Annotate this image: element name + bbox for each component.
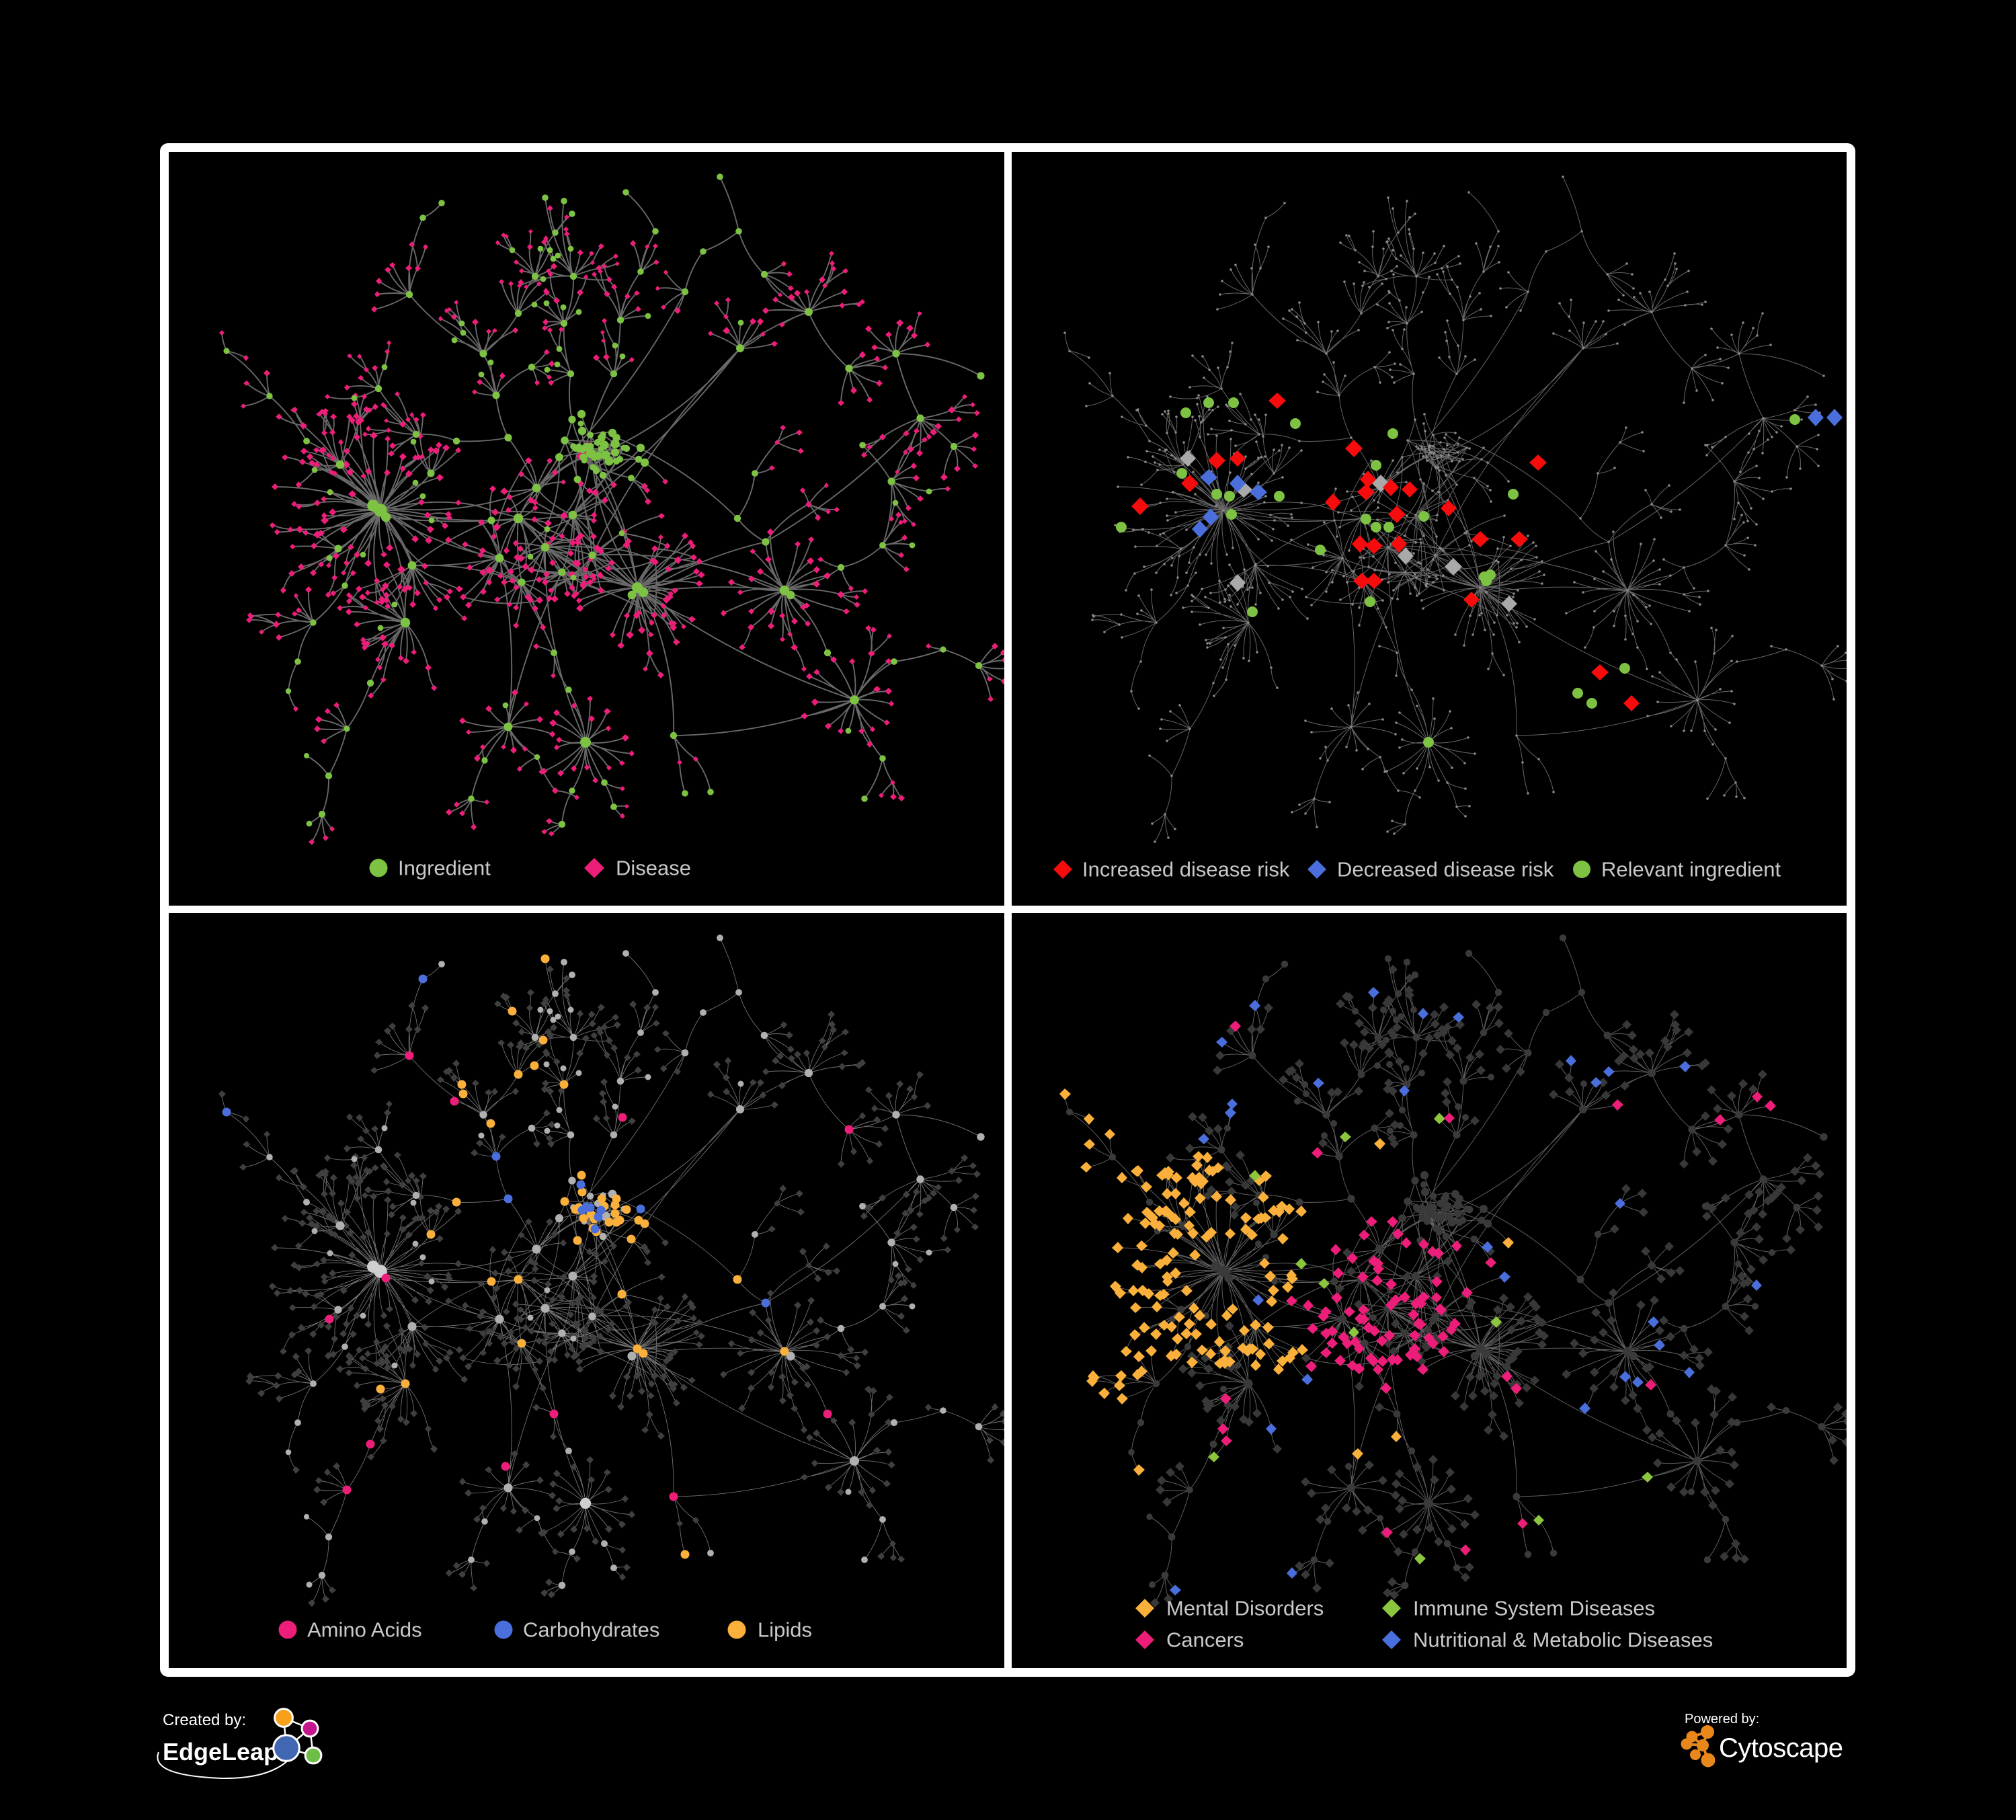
svg-text:Powered by:: Powered by: [1685, 1712, 1759, 1727]
svg-text:Mental Disorders: Mental Disorders [1166, 1597, 1324, 1620]
svg-text:Increased disease risk: Increased disease risk [1082, 858, 1290, 881]
svg-text:Nutritional & Metabolic Diseas: Nutritional & Metabolic Diseases [1413, 1628, 1713, 1652]
svg-text:Disease: Disease [616, 857, 691, 880]
svg-text:EdgeLeap: EdgeLeap [163, 1738, 278, 1766]
svg-text:Decreased disease risk: Decreased disease risk [1337, 858, 1554, 881]
svg-text:Carbohydrates: Carbohydrates [523, 1618, 659, 1642]
svg-text:Relevant ingredient: Relevant ingredient [1601, 858, 1781, 881]
svg-text:Lipids: Lipids [758, 1618, 812, 1642]
svg-text:Immune System Diseases: Immune System Diseases [1413, 1597, 1655, 1620]
svg-text:Cytoscape: Cytoscape [1719, 1733, 1843, 1763]
svg-text:Amino Acids: Amino Acids [307, 1618, 422, 1642]
svg-text:Created by:: Created by: [163, 1711, 246, 1729]
svg-text:Cancers: Cancers [1166, 1628, 1244, 1652]
svg-text:Ingredient: Ingredient [398, 857, 491, 880]
